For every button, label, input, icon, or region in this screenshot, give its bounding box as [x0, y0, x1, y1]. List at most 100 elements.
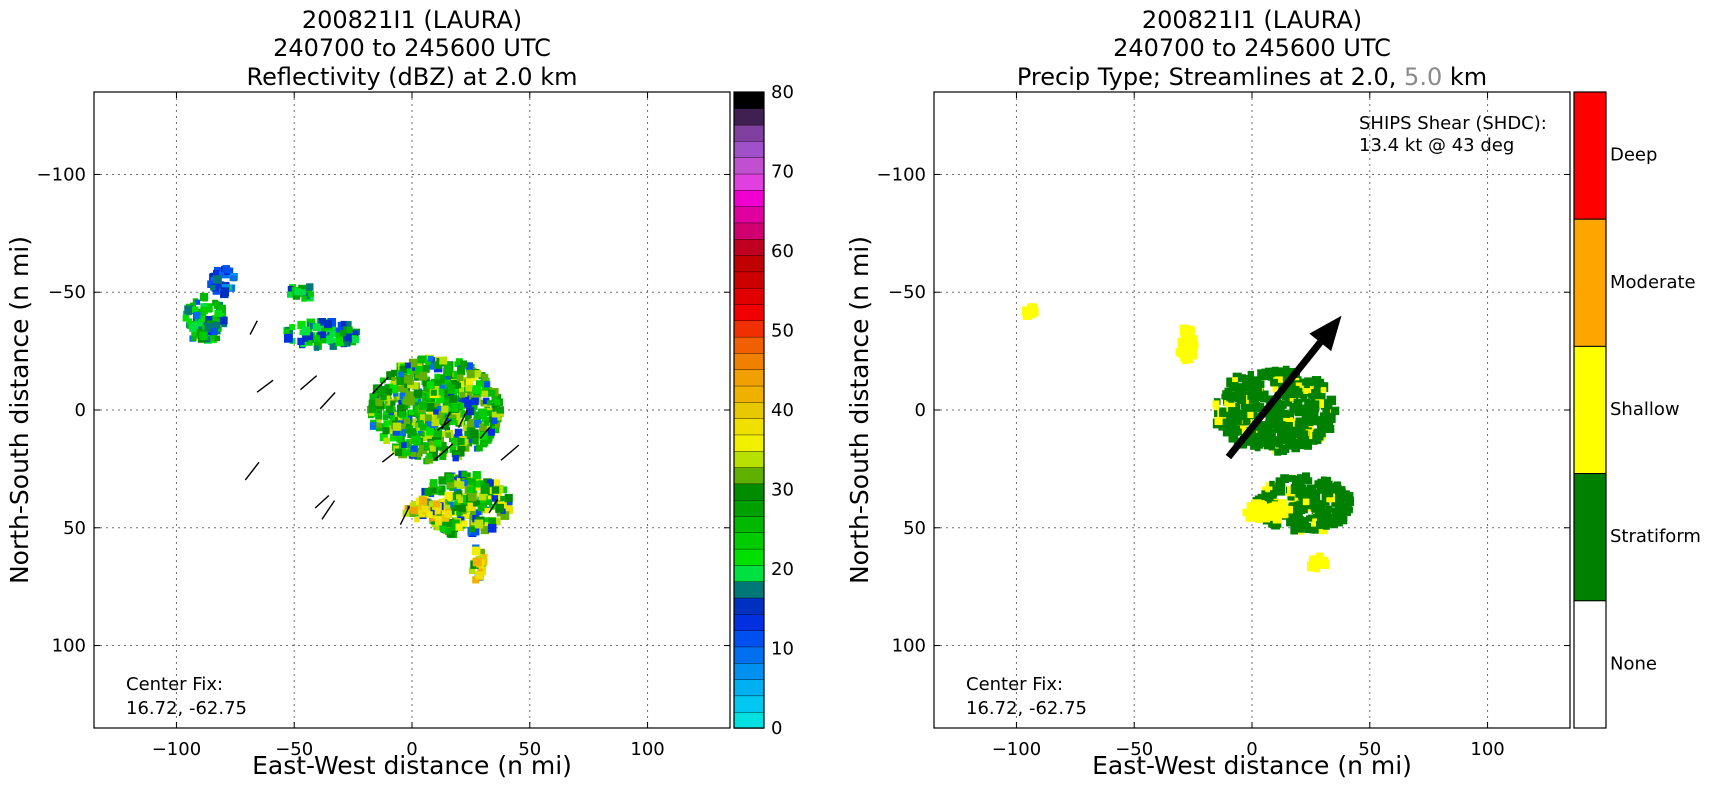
precip-type-cell [1269, 408, 1279, 418]
reflectivity-echo-cell [409, 511, 416, 518]
colorbar-swatch [733, 189, 765, 207]
right-center-fix-label: Center Fix: [966, 674, 1063, 695]
reflectivity-echo-cell [465, 378, 474, 386]
precip-type-colorbar-frame [1573, 91, 1607, 729]
precip-type-cell [1272, 366, 1279, 374]
precip-type-cell [1244, 376, 1252, 384]
reflectivity-echo-cell [336, 327, 343, 334]
colorbar-swatch [733, 417, 765, 436]
precip-type-cell [1341, 490, 1350, 499]
wind-barb [314, 495, 330, 509]
reflectivity-echo-cell [472, 499, 481, 507]
reflectivity-echo-cell [382, 414, 389, 421]
precip-type-cell [1181, 357, 1189, 365]
precip-type-cell [1276, 486, 1286, 496]
reflectivity-echo-cell [454, 500, 461, 507]
reflectivity-echo-cell [217, 312, 227, 321]
precip-type-cell [1269, 490, 1278, 498]
precip-type-cell [1286, 519, 1293, 526]
reflectivity-echo-cell [411, 382, 419, 390]
reflectivity-echo-cell [404, 362, 411, 369]
reflectivity-echo-cell [492, 425, 499, 433]
reflectivity-echo-cell [429, 479, 438, 487]
reflectivity-echo-cell [219, 316, 228, 325]
precip-type-cell [1311, 493, 1321, 503]
reflectivity-echo-cell [383, 437, 390, 445]
precip-type-cell [1227, 416, 1235, 424]
precip-type-cell [1296, 387, 1303, 395]
reflectivity-echo-cell [297, 320, 306, 330]
reflectivity-echo-cell [203, 303, 213, 313]
right-title-line-2: 240700 to 245600 UTC [1113, 34, 1391, 62]
right-y-axis-label: North-South distance (n mi) [845, 236, 874, 584]
reflectivity-echo-cell [450, 379, 460, 389]
reflectivity-echo-cell [208, 317, 217, 326]
colorbar-swatch [733, 173, 765, 191]
precip-type-cell [1266, 433, 1273, 440]
precip-type-cell [1336, 504, 1345, 513]
reflectivity-echo-cell [193, 311, 201, 319]
reflectivity-echo-cell [476, 380, 484, 388]
precip-type-cell [1270, 378, 1279, 387]
reflectivity-echo-cell [323, 320, 332, 329]
wind-barb [256, 379, 274, 393]
reflectivity-echo-cell [465, 362, 473, 370]
reflectivity-echo-cell [463, 439, 469, 445]
reflectivity-echo-cell [198, 315, 206, 323]
reflectivity-echo-cell [486, 400, 493, 406]
reflectivity-echo-cell [297, 337, 305, 346]
left-y-tick-label: 0 [75, 400, 86, 421]
colorbar-swatch [733, 662, 765, 680]
precip-type-cell [1264, 367, 1275, 378]
reflectivity-echo-cell [421, 364, 430, 373]
shear-vector-head [1309, 315, 1342, 352]
reflectivity-echo-cell [445, 474, 455, 483]
reflectivity-echo-cell [437, 374, 444, 381]
precip-type-cell [1301, 395, 1308, 403]
right-axis-ticks [934, 92, 1570, 728]
precip-type-cell [1325, 506, 1333, 513]
left-y-tick-label: −100 [37, 164, 86, 185]
reflectivity-echo-cell [185, 309, 192, 316]
reflectivity-echo-cell [390, 369, 397, 376]
colorbar-swatch [733, 483, 765, 501]
precip-type-cell [1296, 506, 1304, 514]
precip-type-cell [1257, 493, 1265, 502]
precip-type-cell [1302, 498, 1310, 506]
reflectivity-echo-cell [437, 405, 444, 413]
reflectivity-echo-cell [410, 445, 418, 453]
precip-type-cell [1212, 400, 1220, 408]
reflectivity-echo-cell [464, 477, 472, 485]
precip-type-cell [1214, 416, 1223, 425]
reflectivity-echo-cell [379, 377, 386, 384]
left-x-axis-label: East-West distance (n mi) [252, 751, 572, 780]
reflectivity-echo-cell [462, 424, 470, 432]
precip-type-cell [1230, 431, 1239, 439]
precip-type-cell [1188, 350, 1198, 360]
precip-type-cell [1303, 385, 1312, 395]
colorbar-swatch [733, 320, 765, 338]
reflectivity-echo-cell [476, 444, 483, 452]
colorbar-category-swatch [1573, 600, 1607, 729]
reflectivity-echo-cell [473, 411, 482, 420]
colorbar-tick-label: 10 [771, 639, 794, 660]
reflectivity-echo-cell [383, 420, 392, 428]
reflectivity-echo-cell [495, 503, 505, 513]
precip-type-cell [1295, 382, 1304, 390]
reflectivity-echo-cell [214, 309, 222, 318]
precip-type-cell [1224, 397, 1233, 406]
reflectivity-echo-cell [470, 526, 480, 536]
reflectivity-echo-cell [408, 358, 418, 368]
reflectivity-echo-cell [217, 305, 226, 314]
precip-type-cell [1254, 504, 1263, 513]
reflectivity-echo-cell [411, 451, 417, 458]
reflectivity-echo-cell [479, 548, 486, 555]
precip-type-cell [1311, 489, 1320, 498]
precip-type-cell [1290, 519, 1299, 529]
colorbar-swatch [733, 91, 765, 110]
reflectivity-echo-cell [468, 567, 476, 575]
precip-type-cell [1286, 439, 1296, 450]
reflectivity-echo-cell [439, 356, 448, 365]
precip-type-cell [1302, 472, 1311, 481]
reflectivity-echo-cell [469, 526, 475, 533]
